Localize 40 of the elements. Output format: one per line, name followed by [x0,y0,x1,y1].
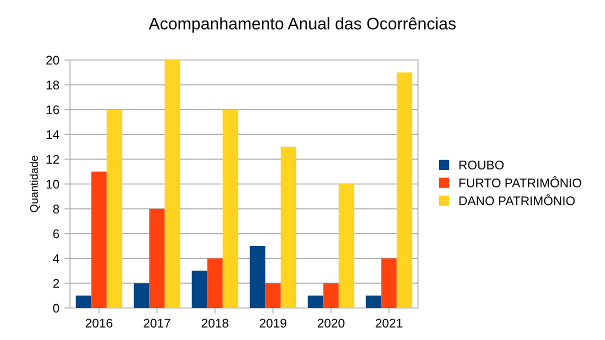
bar [265,283,281,308]
bar [192,270,208,308]
bar [76,296,92,308]
legend-label: ROUBO [459,160,504,170]
bar [106,110,122,308]
x-tick-label: 2017 [144,318,170,328]
bar [149,208,165,308]
y-axis-title: Quantidade [30,156,40,212]
legend-label: DANO PATRIMÔNIO [459,194,575,206]
chart-title: Acompanhamento Anual das Ocorrências [148,17,456,33]
y-tick-label: 8 [53,204,60,214]
y-tick-label: 10 [46,180,60,189]
legend-label: FURTO PATRIMÔNIO [459,176,582,188]
y-tick-label: 18 [46,80,60,90]
bar [366,296,382,308]
x-tick-label: 2019 [260,318,286,328]
x-tick-label: 2016 [86,318,112,328]
y-tick-label: 6 [53,229,60,238]
bar [222,110,238,308]
y-tick-label: 12 [46,155,59,164]
y-tick-label: 14 [46,130,60,139]
bar [207,258,223,308]
x-tick-label: 2021 [376,318,402,328]
bar [134,283,150,308]
bar [381,258,397,308]
bar [91,172,107,308]
bar [396,72,412,308]
y-tick-label: 16 [46,105,60,114]
bar [164,60,180,308]
bar [280,146,296,308]
y-tick-label: 0 [53,304,60,313]
y-tick-label: 20 [46,56,60,65]
bar [338,184,354,308]
x-tick-label: 2020 [318,318,344,328]
x-tick-label: 2018 [202,318,228,328]
bar [250,246,266,308]
bar [323,283,339,308]
y-tick-label: 4 [52,254,60,263]
bar [308,296,324,308]
y-tick-label: 2 [53,279,59,288]
